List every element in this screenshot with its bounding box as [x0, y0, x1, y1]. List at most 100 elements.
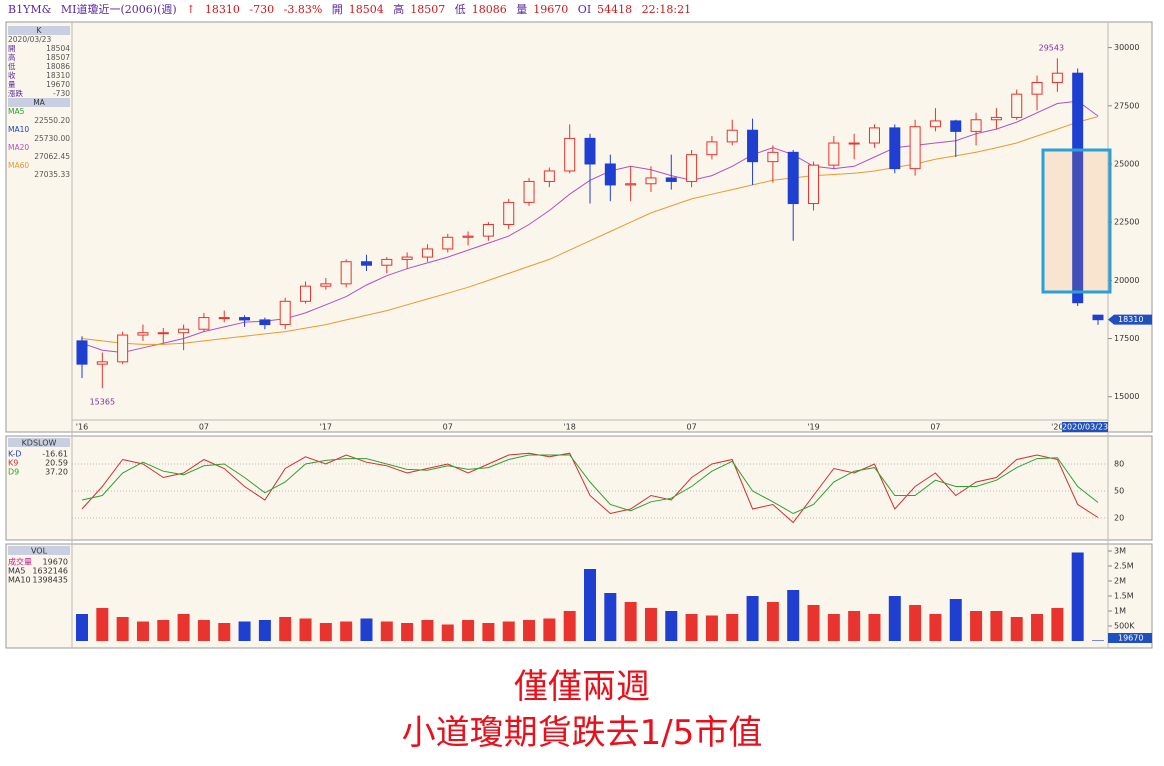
caption-line: 僅僅兩週: [514, 667, 650, 707]
volume-bar: [746, 596, 759, 641]
volume-bar: [401, 623, 414, 641]
legend-value: 19670: [43, 558, 68, 567]
contract-name: MI道瓊近一(2006)(週): [60, 3, 177, 16]
y-tick-label: 17500: [1114, 334, 1139, 343]
candle-body: [1031, 82, 1043, 95]
candle-body: [747, 129, 759, 163]
y-tick-label: 30000: [1114, 43, 1139, 52]
info-row: 高 18507: [8, 53, 70, 62]
label: 量: [516, 3, 528, 16]
kd-panel: [5, 435, 1153, 541]
change-pct: -3.83%: [283, 3, 323, 16]
volume-bar: [848, 611, 861, 641]
candle-body: [868, 127, 880, 144]
min-label: 15365: [90, 398, 115, 407]
candle-body: [360, 261, 372, 266]
volume-bar: [238, 621, 251, 641]
volume-bar: [990, 611, 1003, 641]
candle-body: [828, 142, 840, 166]
info-label: 量: [8, 80, 16, 89]
info-value: 18504: [46, 44, 70, 53]
candle-body: [706, 141, 718, 156]
volume-bar: [827, 614, 840, 641]
volume-bar: [604, 593, 617, 641]
volume-bar: [136, 621, 149, 641]
candle-body: [990, 116, 1002, 121]
x-tick-label: 07: [930, 423, 940, 432]
candle-body: [970, 119, 982, 132]
chart: KDSLOW VOL 15000 17500 20000 22500 25000 2750…: [5, 21, 1153, 649]
volume-bar: [909, 605, 922, 641]
legend-name: 成交量: [8, 557, 32, 567]
y-tick-label: 1.5M: [1114, 592, 1134, 601]
candle-body: [381, 258, 393, 266]
legend-value: -16.61: [42, 450, 68, 459]
candle-body: [909, 126, 921, 170]
candle-body: [686, 154, 698, 182]
info-value: -730: [52, 89, 70, 98]
label: 開: [331, 3, 343, 16]
candle-body: [300, 285, 312, 302]
quote-header: B1YM& MI道瓊近一(2006)(週) ↑ 18310 -730 -3.83…: [0, 0, 1164, 20]
date-highlight: [1062, 422, 1108, 432]
panel-title: KDSLOW: [22, 439, 57, 448]
info-row: 量 19670: [8, 80, 70, 89]
y-tick-label: 2.5M: [1114, 562, 1134, 571]
x-tick-label: '18: [563, 423, 575, 432]
volume-bar: [1010, 617, 1023, 641]
volume-bar: [888, 596, 901, 641]
info-value: 19670: [46, 80, 70, 89]
legend-name: K-D: [8, 450, 21, 459]
price-tag-label: 18310: [1118, 315, 1143, 324]
volume-bar: [726, 614, 739, 641]
candle-body: [625, 183, 637, 186]
ma-name: MA10: [8, 125, 30, 134]
volume-bar: [76, 614, 88, 641]
y-tick-label: 20: [1114, 514, 1124, 523]
volume-bar: [624, 602, 637, 641]
candle-body: [564, 137, 576, 172]
volume-bar: [502, 621, 515, 641]
y-tick-label: 1M: [1114, 607, 1126, 616]
volume-bar: [543, 618, 556, 641]
y-tick-label: 22500: [1114, 218, 1139, 227]
highlight-box: [1041, 148, 1112, 294]
caption: 僅僅兩週 小道瓊期貨跌去1/5市值: [0, 664, 1164, 756]
candle-body: [665, 177, 677, 182]
candle-body: [929, 120, 941, 128]
price-tag: [1108, 314, 1152, 325]
ma-name: MA20: [8, 143, 30, 152]
candle-body: [767, 151, 779, 163]
ma-value: 27062.45: [34, 152, 70, 161]
y-tick-label: 80: [1114, 460, 1124, 469]
volume-bar: [665, 611, 678, 641]
volume-bar: [116, 617, 129, 641]
change: -730: [249, 3, 275, 16]
candle-body: [442, 236, 454, 250]
candle-body: [1092, 314, 1104, 321]
info-label: 收: [8, 71, 16, 80]
volume-bar: [482, 623, 495, 641]
candle-body: [503, 201, 515, 225]
volume-tag: [1108, 633, 1152, 643]
ma-value: 27035.33: [34, 170, 70, 179]
candle-body: [1051, 72, 1063, 84]
legend-name: MA10: [8, 576, 31, 585]
info-row: 漲跌 -730: [8, 89, 70, 98]
candle-body: [259, 319, 271, 326]
volume-bar: [340, 621, 353, 641]
panel-title-bg: [8, 546, 70, 555]
y-tick-label: 25000: [1114, 159, 1139, 168]
kd-line: [81, 454, 1099, 515]
candle-body: [157, 332, 169, 335]
volume-bar: [868, 614, 881, 641]
ma-value: 22550.20: [34, 116, 70, 125]
volume-bar: [299, 618, 312, 641]
info-value: 18507: [46, 53, 70, 62]
candle-body: [462, 235, 474, 238]
candle-body: [340, 261, 352, 285]
candle-body: [808, 164, 820, 205]
caption-line: 小道瓊期貨跌去1/5市值: [401, 713, 763, 753]
candle-body: [137, 332, 149, 336]
candle-body: [726, 129, 738, 143]
